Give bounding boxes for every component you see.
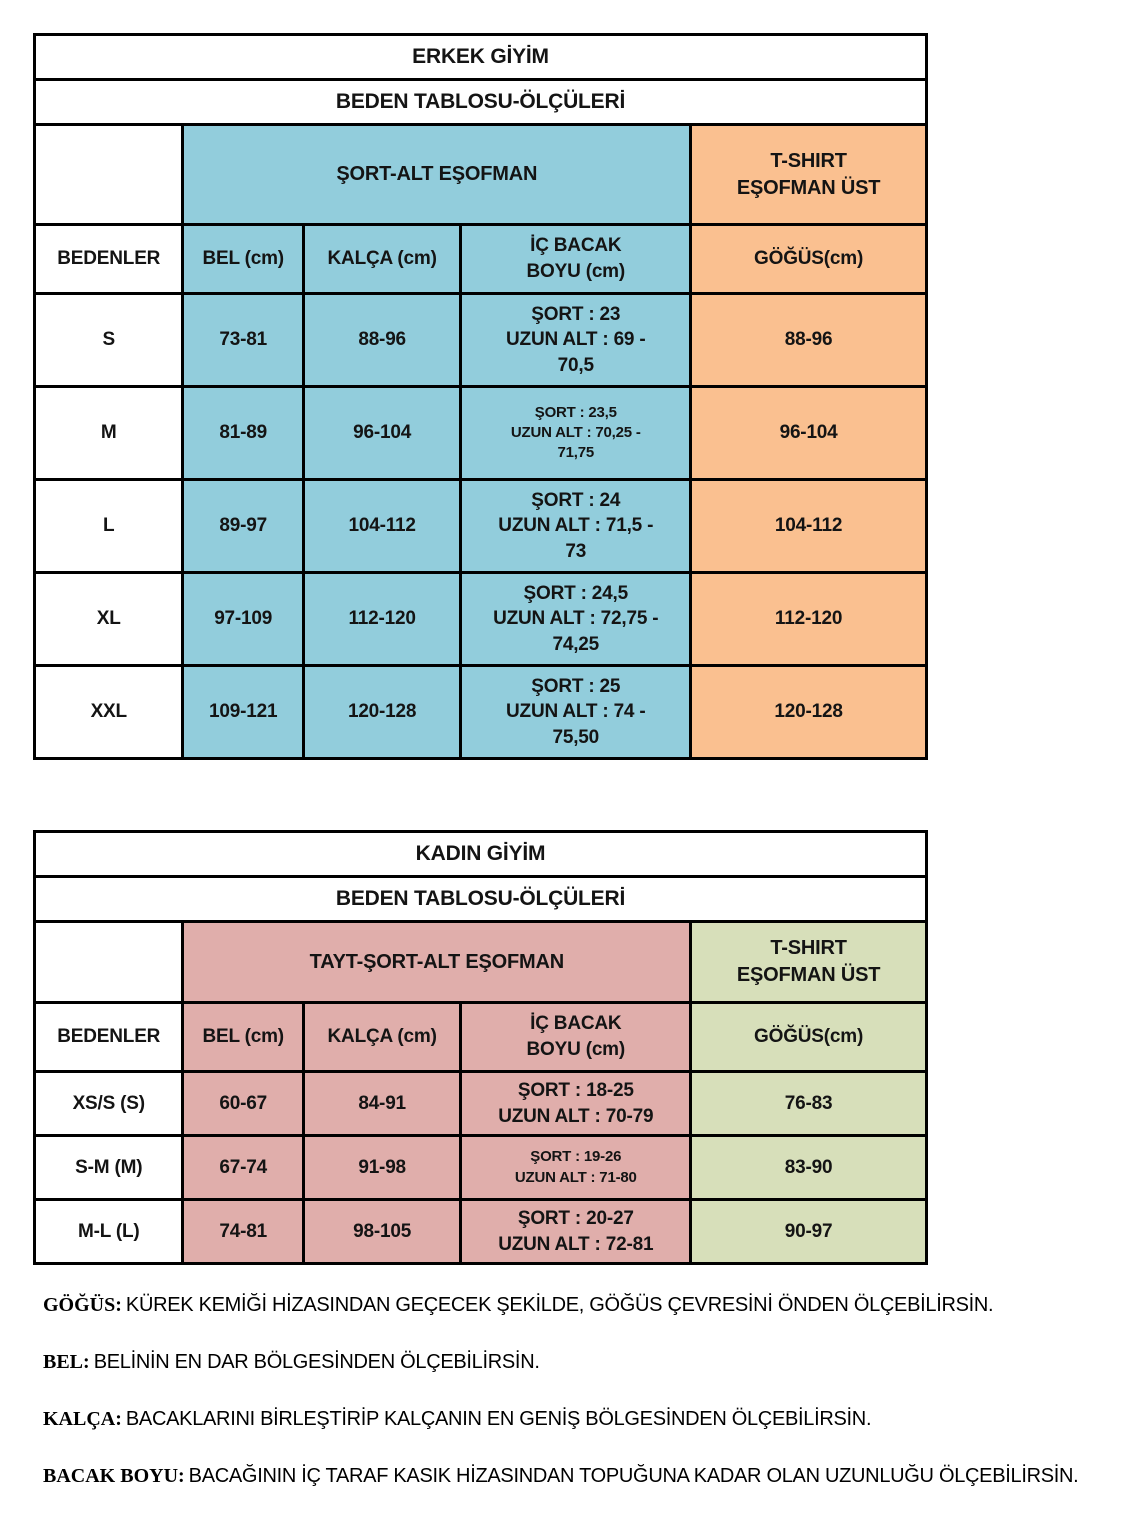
chest-cell: 120-128 (689, 664, 928, 760)
table-row: ERKEK GİYİM (33, 33, 928, 81)
column-header-waist: BEL (cm) (181, 223, 305, 295)
table-row: BEDEN TABLOSU-ÖLÇÜLERİ (33, 78, 928, 126)
hip-cell: 120-128 (301, 664, 463, 760)
chest-cell: 96-104 (689, 385, 928, 481)
hip-cell: 88-96 (301, 292, 463, 388)
size-cell: S-M (M) (32, 1134, 185, 1201)
column-header-row: BEDENLER BEL (cm) KALÇA (cm) İÇ BACAK BO… (32, 223, 928, 295)
women-size-table: KADIN GİYİM BEDEN TABLOSU-ÖLÇÜLERİ TAYT-… (32, 830, 928, 1265)
group-header-row: TAYT-ŞORT-ALT EŞOFMAN T-SHIRT EŞOFMAN ÜS… (32, 920, 928, 1004)
women-tops-group-header: T-SHIRT EŞOFMAN ÜST (689, 920, 928, 1004)
table-row: L 89-97 104-112 ŞORT : 24 UZUN ALT : 71,… (32, 478, 928, 574)
size-cell: XS/S (S) (32, 1070, 185, 1137)
note-term: BACAK BOYU: (43, 1465, 185, 1487)
column-header-row: BEDENLER BEL (cm) KALÇA (cm) İÇ BACAK BO… (32, 1001, 928, 1073)
column-header-inseam: İÇ BACAK BOYU (cm) (459, 1001, 693, 1073)
table-row: XL 97-109 112-120 ŞORT : 24,5 UZUN ALT :… (32, 571, 928, 667)
note-text: BACAKLARINI BİRLEŞTİRİP KALÇANIN EN GENİ… (125, 1408, 872, 1430)
column-header-chest: GÖĞÜS(cm) (689, 223, 928, 295)
size-cell: M-L (L) (32, 1198, 185, 1265)
women-table-title: KADIN GİYİM (33, 830, 928, 878)
size-cell: S (32, 292, 185, 388)
column-header-hip: KALÇA (cm) (301, 223, 463, 295)
table-row: M 81-89 96-104 ŞORT : 23,5 UZUN ALT : 70… (32, 385, 928, 481)
group-header-row: ŞORT-ALT EŞOFMAN T-SHIRT EŞOFMAN ÜST (32, 123, 928, 226)
waist-cell: 97-109 (181, 571, 305, 667)
size-cell: XXL (32, 664, 185, 760)
men-bottoms-group-header: ŞORT-ALT EŞOFMAN (181, 123, 693, 226)
men-table-subtitle: BEDEN TABLOSU-ÖLÇÜLERİ (33, 78, 928, 126)
hip-cell: 104-112 (301, 478, 463, 574)
inseam-cell: ŞORT : 25 UZUN ALT : 74 - 75,50 (459, 664, 693, 760)
note-term: GÖĞÜS: (43, 1294, 122, 1316)
waist-cell: 73-81 (181, 292, 305, 388)
column-header-inseam: İÇ BACAK BOYU (cm) (459, 223, 693, 295)
size-cell: L (32, 478, 185, 574)
chest-cell: 112-120 (689, 571, 928, 667)
hip-cell: 112-120 (301, 571, 463, 667)
table-row: M-L (L) 74-81 98-105 ŞORT : 20-27 UZUN A… (32, 1198, 928, 1265)
inseam-cell: ŞORT : 20-27 UZUN ALT : 72-81 (459, 1198, 693, 1265)
table-row: XS/S (S) 60-67 84-91 ŞORT : 18-25 UZUN A… (32, 1070, 928, 1137)
chest-cell: 88-96 (689, 292, 928, 388)
note-term: BEL: (43, 1351, 90, 1373)
inseam-cell: ŞORT : 24 UZUN ALT : 71,5 - 73 (459, 478, 693, 574)
note-bel: BEL: BELİNİN EN DAR BÖLGESİNDEN ÖLÇEBİLİR… (43, 1350, 1141, 1375)
blank-cell (32, 123, 185, 226)
waist-cell: 67-74 (181, 1134, 305, 1201)
waist-cell: 74-81 (181, 1198, 305, 1265)
inseam-cell: ŞORT : 18-25 UZUN ALT : 70-79 (459, 1070, 693, 1137)
page: ERKEK GİYİM BEDEN TABLOSU-ÖLÇÜLERİ ŞORT-… (32, 33, 1141, 1489)
table-row: S-M (M) 67-74 91-98 ŞORT : 19-26 UZUN AL… (32, 1134, 928, 1201)
hip-cell: 98-105 (301, 1198, 463, 1265)
column-header-waist: BEL (cm) (181, 1001, 305, 1073)
note-text: BELİNİN EN DAR BÖLGESİNDEN ÖLÇEBİLİRSİN. (93, 1351, 540, 1373)
column-header-chest: GÖĞÜS(cm) (689, 1001, 928, 1073)
measurement-notes: GÖĞÜS: KÜREK KEMİĞİ HİZASINDAN GEÇECEK ŞE… (33, 1293, 1141, 1489)
waist-cell: 81-89 (181, 385, 305, 481)
note-kalca: KALÇA: BACAKLARINI BİRLEŞTİRİP KALÇANIN E… (43, 1407, 1141, 1432)
men-size-table: ERKEK GİYİM BEDEN TABLOSU-ÖLÇÜLERİ ŞORT-… (32, 33, 928, 760)
column-header-size: BEDENLER (32, 1001, 185, 1073)
hip-cell: 96-104 (301, 385, 463, 481)
inseam-cell: ŞORT : 24,5 UZUN ALT : 72,75 - 74,25 (459, 571, 693, 667)
table-row: S 73-81 88-96 ŞORT : 23 UZUN ALT : 69 - … (32, 292, 928, 388)
hip-cell: 91-98 (301, 1134, 463, 1201)
chest-cell: 104-112 (689, 478, 928, 574)
chest-cell: 90-97 (689, 1198, 928, 1265)
men-table-title: ERKEK GİYİM (33, 33, 928, 81)
inseam-cell: ŞORT : 23,5 UZUN ALT : 70,25 - 71,75 (459, 385, 693, 481)
blank-cell (32, 920, 185, 1004)
size-cell: M (32, 385, 185, 481)
waist-cell: 60-67 (181, 1070, 305, 1137)
women-bottoms-group-header: TAYT-ŞORT-ALT EŞOFMAN (181, 920, 693, 1004)
hip-cell: 84-91 (301, 1070, 463, 1137)
table-row: BEDEN TABLOSU-ÖLÇÜLERİ (33, 875, 928, 923)
column-header-hip: KALÇA (cm) (301, 1001, 463, 1073)
column-header-size: BEDENLER (32, 223, 185, 295)
inseam-cell: ŞORT : 23 UZUN ALT : 69 - 70,5 (459, 292, 693, 388)
note-term: KALÇA: (43, 1408, 122, 1430)
note-text: BACAĞININ İÇ TARAF KASIK HİZASINDAN TOPU… (188, 1465, 1079, 1487)
men-tops-group-header: T-SHIRT EŞOFMAN ÜST (689, 123, 928, 226)
inseam-cell: ŞORT : 19-26 UZUN ALT : 71-80 (459, 1134, 693, 1201)
chest-cell: 76-83 (689, 1070, 928, 1137)
women-table-subtitle: BEDEN TABLOSU-ÖLÇÜLERİ (33, 875, 928, 923)
table-row: XXL 109-121 120-128 ŞORT : 25 UZUN ALT :… (32, 664, 928, 760)
waist-cell: 109-121 (181, 664, 305, 760)
note-gogus: GÖĞÜS: KÜREK KEMİĞİ HİZASINDAN GEÇECEK ŞE… (43, 1293, 1141, 1318)
chest-cell: 83-90 (689, 1134, 928, 1201)
note-bacak-boyu: BACAK BOYU: BACAĞININ İÇ TARAF KASIK HİZA… (43, 1464, 1141, 1489)
size-cell: XL (32, 571, 185, 667)
note-text: KÜREK KEMİĞİ HİZASINDAN GEÇECEK ŞEKİLDE,… (125, 1294, 994, 1316)
table-row: KADIN GİYİM (33, 830, 928, 878)
waist-cell: 89-97 (181, 478, 305, 574)
